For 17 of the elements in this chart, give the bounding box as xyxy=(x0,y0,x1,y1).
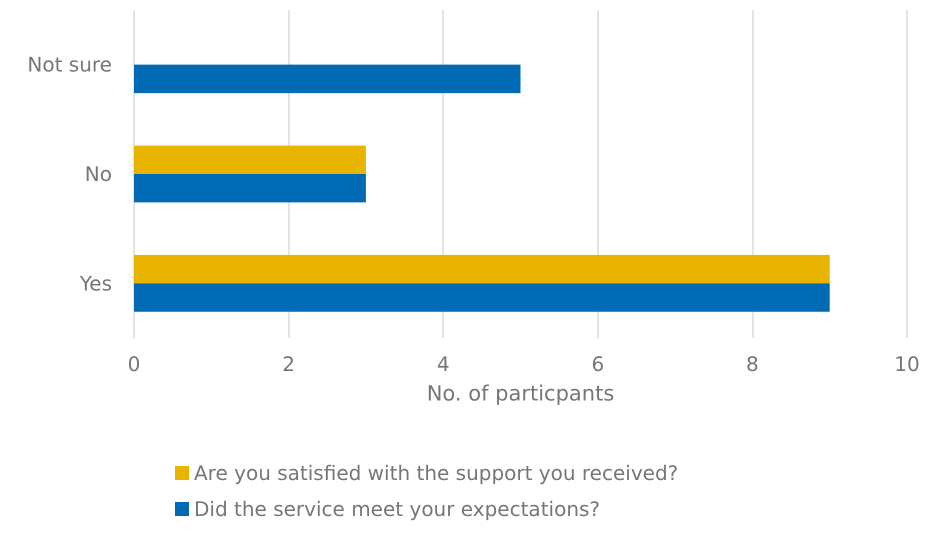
x-tick-label: 4 xyxy=(436,352,450,376)
x-tick-label: 8 xyxy=(746,352,759,376)
legend-label: Did the service meet your expectations? xyxy=(194,497,600,521)
x-tick-label: 2 xyxy=(282,352,295,376)
bar xyxy=(134,254,830,284)
x-tick-label: 10 xyxy=(894,352,920,376)
bar xyxy=(134,146,366,174)
bar xyxy=(134,283,830,312)
bar xyxy=(134,64,520,94)
legend-label: Are you satisfied with the support you received? xyxy=(194,461,678,485)
x-axis-title: No. of particpants xyxy=(426,382,614,406)
bar xyxy=(134,174,366,202)
x-tick-label: 0 xyxy=(128,352,140,376)
y-tick-label: Not sure xyxy=(27,52,112,77)
y-tick-label: No xyxy=(84,162,112,186)
x-tick-label: 6 xyxy=(591,352,604,376)
y-tick-label: Yes xyxy=(78,271,112,296)
